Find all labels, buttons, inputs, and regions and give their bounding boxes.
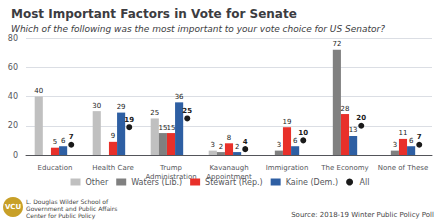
- svg-text:7: 7: [417, 133, 422, 141]
- svg-text:3: 3: [211, 141, 215, 149]
- svg-text:9: 9: [111, 132, 115, 140]
- svg-text:28: 28: [341, 105, 350, 113]
- svg-text:7: 7: [69, 133, 74, 141]
- svg-text:Most Important Factors in Vote: Most Important Factors in Vote for Senat…: [11, 7, 297, 21]
- svg-text:25: 25: [182, 107, 192, 115]
- svg-text:Kaine (Dem.): Kaine (Dem.): [286, 178, 338, 187]
- svg-text:Trump: Trump: [159, 164, 182, 172]
- svg-text:19: 19: [283, 118, 292, 126]
- svg-text:15: 15: [167, 124, 176, 132]
- svg-text:60: 60: [8, 63, 18, 72]
- svg-text:Which of the following was the: Which of the following was the most impo…: [11, 24, 385, 34]
- svg-text:Education: Education: [38, 164, 73, 172]
- svg-text:8: 8: [227, 134, 231, 142]
- svg-text:All: All: [360, 178, 370, 187]
- svg-text:5: 5: [53, 138, 57, 146]
- svg-text:6: 6: [293, 137, 298, 145]
- svg-text:80: 80: [8, 34, 18, 43]
- svg-text:Waters (Lib.): Waters (Lib.): [131, 178, 182, 187]
- svg-text:30: 30: [92, 102, 101, 110]
- svg-text:19: 19: [124, 116, 134, 124]
- svg-text:40: 40: [8, 92, 18, 101]
- svg-text:L. Douglas Wilder School of: L. Douglas Wilder School of: [26, 198, 109, 205]
- svg-text:72: 72: [332, 40, 341, 48]
- svg-text:Center for Public Policy: Center for Public Policy: [26, 212, 96, 220]
- svg-text:0: 0: [13, 151, 18, 160]
- svg-text:10: 10: [298, 129, 308, 137]
- svg-text:6: 6: [61, 137, 66, 145]
- svg-text:20: 20: [8, 121, 18, 130]
- svg-text:2: 2: [219, 143, 223, 151]
- svg-text:Government and Public Affairs: Government and Public Affairs: [26, 205, 117, 212]
- svg-text:2: 2: [235, 143, 239, 151]
- svg-text:36: 36: [175, 93, 184, 101]
- svg-text:40: 40: [34, 87, 43, 95]
- svg-text:Health Care: Health Care: [92, 164, 133, 172]
- svg-text:Kavanaugh: Kavanaugh: [209, 164, 248, 172]
- svg-text:3: 3: [277, 141, 281, 149]
- svg-text:11: 11: [399, 129, 408, 137]
- svg-text:Appointment: Appointment: [206, 172, 252, 181]
- svg-text:25: 25: [150, 109, 159, 117]
- svg-text:Source: 2018-19 Winter Public: Source: 2018-19 Winter Public Policy Pol…: [291, 211, 434, 219]
- svg-text:29: 29: [117, 103, 126, 111]
- svg-text:20: 20: [356, 114, 366, 122]
- svg-text:13: 13: [349, 126, 358, 134]
- svg-text:15: 15: [158, 123, 168, 132]
- svg-text:Other: Other: [86, 178, 109, 187]
- svg-text:3: 3: [393, 141, 397, 149]
- svg-text:VCU: VCU: [5, 203, 22, 211]
- svg-text:4: 4: [243, 138, 248, 146]
- svg-text:6: 6: [409, 137, 414, 145]
- svg-text:Administration: Administration: [145, 172, 197, 181]
- svg-text:Stewart (Rep.): Stewart (Rep.): [205, 178, 263, 187]
- svg-text:The Economy: The Economy: [320, 164, 368, 172]
- svg-text:None of These: None of These: [378, 164, 428, 172]
- svg-text:Immigration: Immigration: [266, 164, 309, 172]
